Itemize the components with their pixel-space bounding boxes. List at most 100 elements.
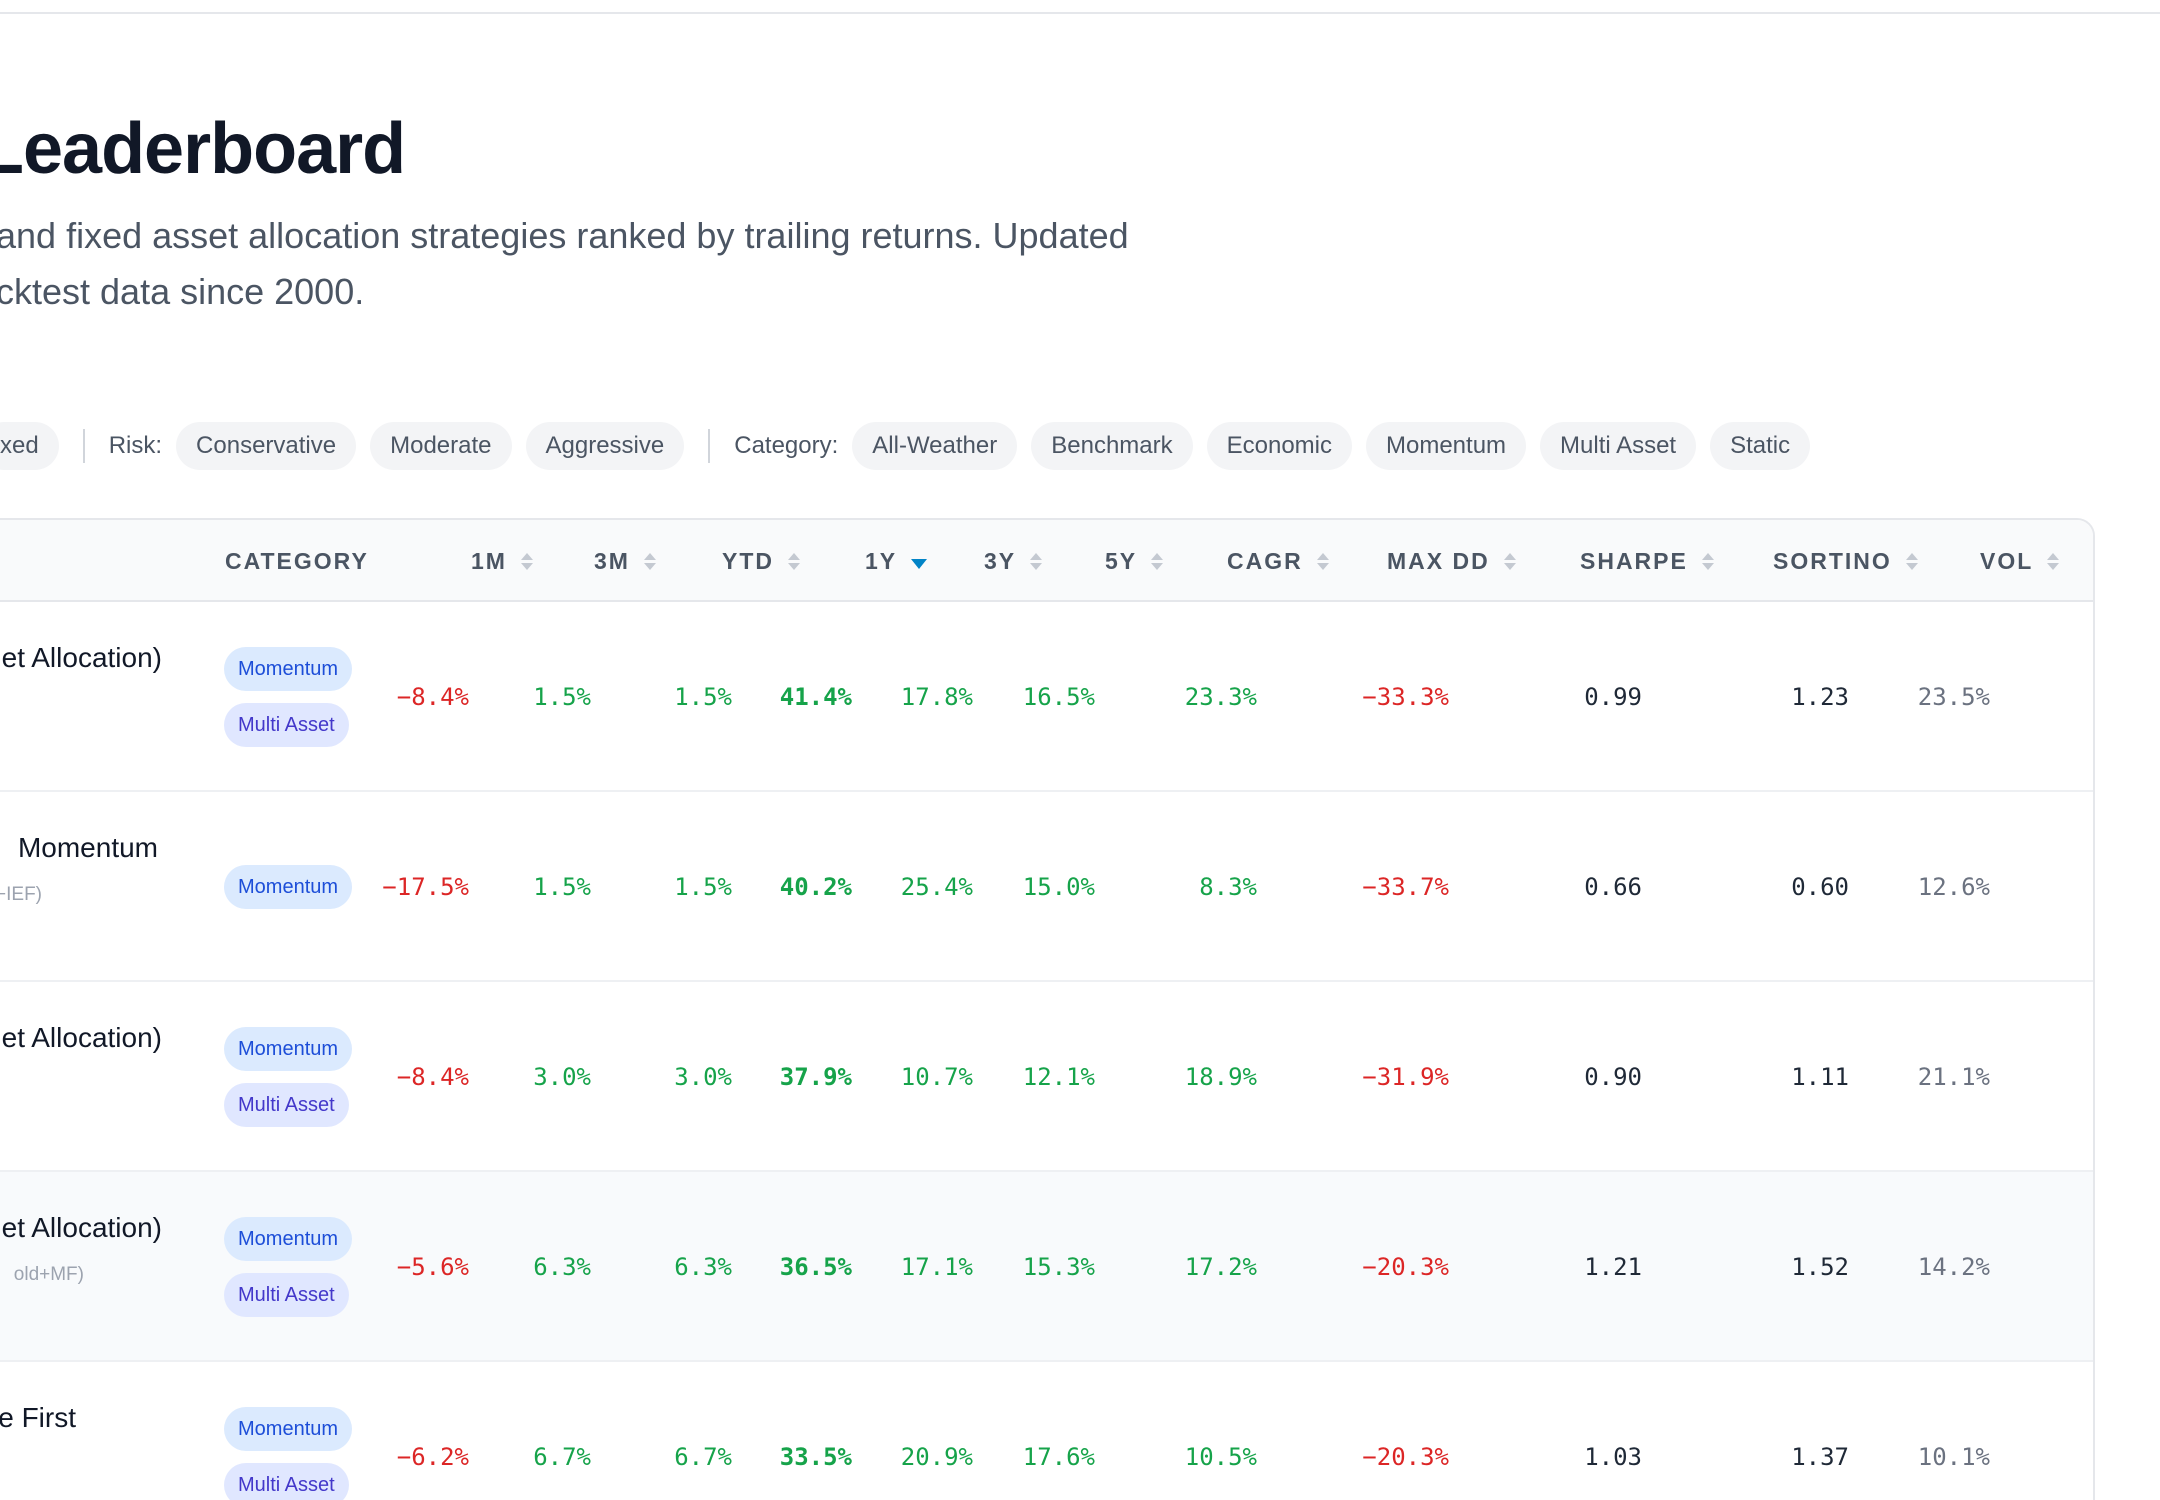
column-header-ytd[interactable]: YTD (722, 520, 800, 602)
page-title: Leaderboard (0, 109, 406, 189)
cell-1m: −6.2% (396, 1443, 469, 1471)
column-header-label: 5Y (1105, 547, 1138, 574)
category-badge-momentum: Momentum (224, 865, 353, 909)
filter-divider (708, 429, 711, 463)
cell-1y: 40.2% (779, 873, 852, 901)
page-description-line: and fixed asset allocation strategies ra… (0, 215, 1129, 256)
column-header-1y[interactable]: 1Y (865, 520, 928, 602)
cell-vol: 10.1% (1917, 1443, 1990, 1471)
column-header-max-dd[interactable]: MAX DD (1387, 520, 1516, 602)
column-header-vol[interactable]: VOL (1980, 520, 2060, 602)
category-filter-label: Category: (734, 432, 839, 459)
cell-3m: 6.3% (533, 1253, 591, 1281)
cell-5y: 17.6% (1022, 1443, 1095, 1471)
column-header-cagr[interactable]: CAGR (1227, 520, 1329, 602)
filter-chip-category-economic[interactable]: Economic (1206, 422, 1352, 470)
sort-icon (1905, 552, 1918, 570)
column-header-1m[interactable]: 1M (471, 520, 533, 602)
cell-1m: −17.5% (382, 873, 469, 901)
risk-filter-label: Risk: (108, 432, 163, 459)
filter-chip-category-benchmark[interactable]: Benchmark (1031, 422, 1193, 470)
category-badge-multi-asset: Multi Asset (224, 703, 349, 747)
cell-vol: 23.5% (1917, 683, 1990, 711)
category-badge-momentum: Momentum (224, 1217, 353, 1261)
table-row[interactable]: et Allocation) old+MF) Momentum Multi As… (0, 1172, 2093, 1362)
cell-vol: 12.6% (1917, 873, 1990, 901)
category-badge-multi-asset: Multi Asset (224, 1083, 349, 1127)
cell-cagr: 23.3% (1184, 683, 1257, 711)
cell-sortino: 0.60 (1791, 873, 1849, 901)
filter-chip-category-momentum[interactable]: Momentum (1366, 422, 1527, 470)
cell-3y: 17.8% (900, 683, 973, 711)
sort-icon (1030, 552, 1043, 570)
column-header-sharpe[interactable]: SHARPE (1580, 520, 1714, 602)
cell-sharpe: 1.03 (1584, 1443, 1642, 1471)
strategy-name[interactable]: et Allocation) (1, 1022, 162, 1053)
cell-max-dd: −33.7% (1362, 873, 1449, 901)
cell-3y: 10.7% (900, 1063, 973, 1091)
filter-chip-category-multi-asset[interactable]: Multi Asset (1540, 422, 1697, 470)
strategy-tickers: −IEF) (0, 884, 42, 905)
column-header-label: SORTINO (1773, 547, 1892, 574)
filter-chip-type[interactable]: xed (0, 422, 59, 470)
page-description-line: cktest data since 2000. (0, 271, 365, 312)
table-row[interactable]: e First Momentum Multi Asset −6.2% 6.7% … (0, 1362, 2093, 1500)
sort-icon (2047, 552, 2060, 570)
cell-cagr: 17.2% (1184, 1253, 1257, 1281)
category-badges: Momentum Multi Asset (224, 982, 353, 1172)
column-header-3m[interactable]: 3M (594, 520, 656, 602)
column-header-label: SHARPE (1580, 547, 1688, 574)
column-header-sortino[interactable]: SORTINO (1773, 520, 1918, 602)
page-description: and fixed asset allocation strategies ra… (0, 208, 1196, 320)
cell-sharpe: 0.99 (1584, 683, 1642, 711)
column-header-label: CAGR (1227, 547, 1303, 574)
cell-1y: 36.5% (779, 1253, 852, 1281)
cell-1y: 33.5% (779, 1443, 852, 1471)
strategy-name[interactable]: Momentum (17, 832, 158, 863)
cell-5y: 15.3% (1022, 1253, 1095, 1281)
column-header-3y[interactable]: 3Y (984, 520, 1043, 602)
category-badge-momentum: Momentum (224, 1407, 353, 1451)
cell-max-dd: −20.3% (1362, 1443, 1449, 1471)
cell-sortino: 1.37 (1791, 1443, 1849, 1471)
filter-chip-risk-conservative[interactable]: Conservative (176, 422, 357, 470)
table-row[interactable]: et Allocation) Momentum Multi Asset −8.4… (0, 982, 2093, 1172)
cell-5y: 15.0% (1022, 873, 1095, 901)
cell-sharpe: 1.21 (1584, 1253, 1642, 1281)
leaderboard-table: CATEGORY 1M 3M YTD 1Y 3Y 5Y CAGR MAX DD … (0, 518, 2095, 1500)
strategy-name[interactable]: e First (0, 1402, 76, 1433)
cell-max-dd: −31.9% (1362, 1063, 1449, 1091)
column-header-label: VOL (1980, 547, 2034, 574)
column-header-5y[interactable]: 5Y (1105, 520, 1164, 602)
strategy-name[interactable]: et Allocation) (1, 1212, 162, 1243)
cell-sortino: 1.23 (1791, 683, 1849, 711)
cell-sharpe: 0.90 (1584, 1063, 1642, 1091)
category-badge-multi-asset: Multi Asset (224, 1273, 349, 1317)
category-badges: Momentum Multi Asset (224, 602, 353, 792)
table-row[interactable]: et Allocation) Momentum Multi Asset −8.4… (0, 602, 2093, 792)
top-nav-bar (0, 0, 2160, 14)
filter-chip-risk-aggressive[interactable]: Aggressive (525, 422, 685, 470)
filter-chip-risk-moderate[interactable]: Moderate (370, 422, 512, 470)
filter-chip-category-all-weather[interactable]: All-Weather (852, 422, 1018, 470)
cell-sortino: 1.52 (1791, 1253, 1849, 1281)
category-badge-momentum: Momentum (224, 647, 353, 691)
column-header-label: 1Y (865, 547, 898, 574)
cell-5y: 16.5% (1022, 683, 1095, 711)
category-badges: Momentum Multi Asset (224, 1362, 353, 1500)
strategy-name[interactable]: et Allocation) (1, 642, 162, 673)
cell-ytd: 6.7% (674, 1443, 732, 1471)
category-badge-momentum: Momentum (224, 1027, 353, 1071)
column-header-label: MAX DD (1387, 547, 1490, 574)
cell-1m: −8.4% (396, 683, 469, 711)
cell-ytd: 3.0% (674, 1063, 732, 1091)
filter-chip-category-static[interactable]: Static (1710, 422, 1811, 470)
cell-5y: 12.1% (1022, 1063, 1095, 1091)
cell-1m: −5.6% (396, 1253, 469, 1281)
table-row[interactable]: Momentum −IEF) Momentum −17.5% 1.5% 1.5%… (0, 792, 2093, 982)
cell-vol: 14.2% (1917, 1253, 1990, 1281)
cell-3y: 20.9% (900, 1443, 973, 1471)
filter-bar: xed Risk: Conservative Moderate Aggressi… (0, 422, 1824, 470)
cell-3y: 17.1% (900, 1253, 973, 1281)
cell-vol: 21.1% (1917, 1063, 1990, 1091)
